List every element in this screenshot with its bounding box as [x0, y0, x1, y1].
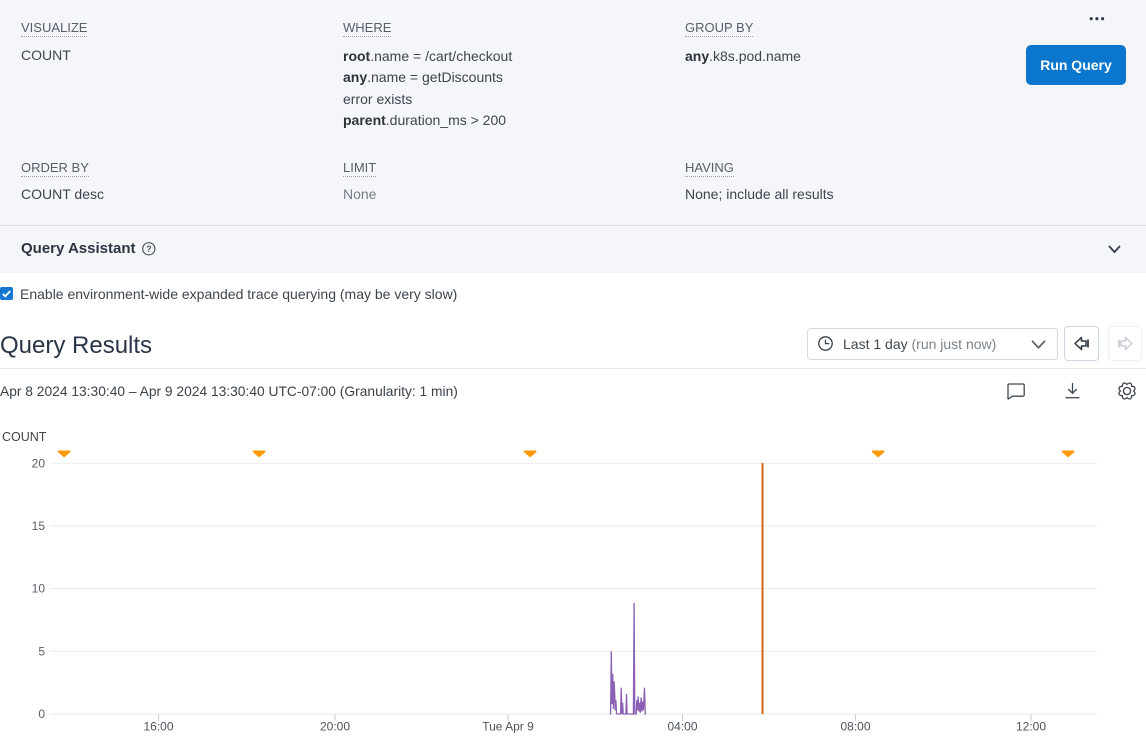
svg-text:20: 20: [32, 456, 46, 470]
svg-text:20:00: 20:00: [320, 720, 350, 734]
svg-text:12:00: 12:00: [1016, 720, 1046, 734]
svg-text:?: ?: [146, 244, 152, 254]
svg-text:5: 5: [38, 644, 45, 658]
svg-text:10: 10: [32, 582, 46, 596]
svg-text:08:00: 08:00: [840, 720, 870, 734]
svg-text:0: 0: [38, 707, 45, 721]
svg-text:04:00: 04:00: [667, 720, 697, 734]
svg-text:Tue Apr 9: Tue Apr 9: [482, 720, 534, 734]
svg-text:15: 15: [32, 519, 46, 533]
svg-text:16:00: 16:00: [143, 720, 173, 734]
